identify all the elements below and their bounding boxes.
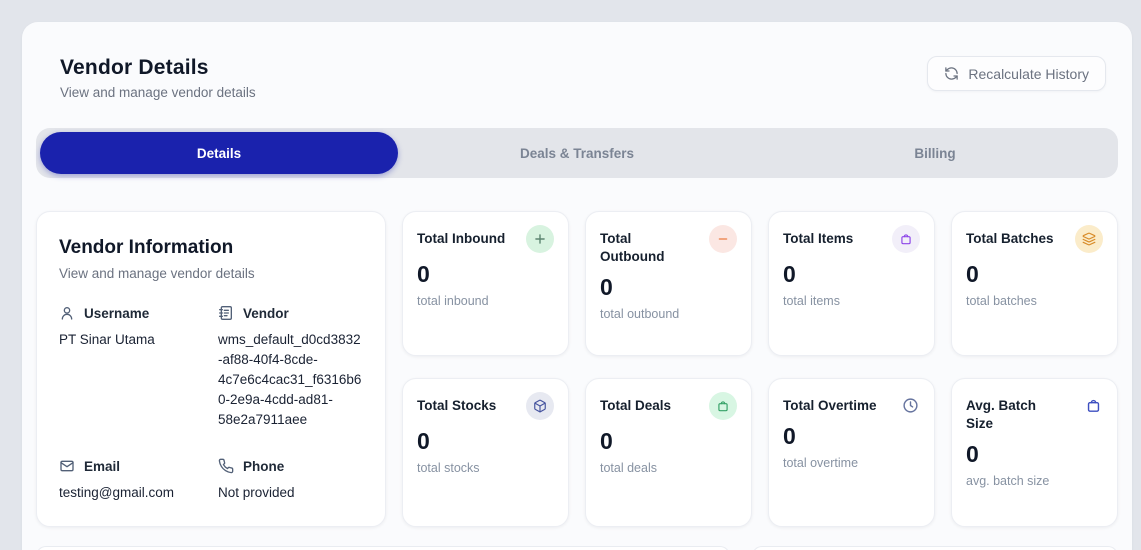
recalculate-history-button[interactable]: Recalculate History — [927, 56, 1106, 91]
username-value: PT Sinar Utama — [59, 332, 155, 347]
username-label: Username — [84, 305, 150, 321]
field-phone: Phone Not provided — [218, 458, 363, 503]
phone-label: Phone — [243, 458, 285, 474]
stat-title: Total Deals — [600, 398, 672, 413]
vendor-info-fields: Username PT Sinar Utama Vendor — [59, 305, 363, 503]
stat-subtitle: total deals — [600, 461, 657, 475]
minus-icon — [709, 225, 737, 253]
tab-details[interactable]: Details — [40, 132, 398, 174]
stat-card-total-outbound: Total Outbound 0 total outbound — [585, 211, 752, 356]
stat-card-total-items: Total Items 0 total items — [768, 211, 935, 356]
field-vendor: Vendor wms_default_d0cd3832-af88-40f4-8c… — [218, 305, 363, 430]
package-icon — [526, 392, 554, 420]
vendor-info-subtitle: View and manage vendor details — [59, 266, 255, 281]
page-title: Vendor Details — [60, 56, 209, 79]
vendor-value: wms_default_d0cd3832-af88-40f4-8cde-4c7e… — [218, 332, 362, 427]
stat-value: 0 — [966, 441, 979, 467]
stat-subtitle: avg. batch size — [966, 474, 1050, 488]
stat-subtitle: total overtime — [783, 456, 859, 470]
page-title-block: Vendor Details View and manage vendor de… — [60, 56, 256, 100]
notebook-icon — [218, 305, 234, 321]
stat-card-total-overtime: Total Overtime 0 total overtime — [768, 378, 935, 527]
stat-subtitle: total items — [783, 294, 840, 308]
bag-icon — [1083, 395, 1103, 415]
stat-value: 0 — [600, 274, 613, 300]
stat-subtitle: total batches — [966, 294, 1037, 308]
stat-card-total-inbound: Total Inbound 0 total inbound — [402, 211, 569, 356]
page-header: Vendor Details View and manage vendor de… — [22, 22, 1132, 100]
email-value: testing@gmail.com — [59, 485, 174, 500]
stat-card-total-batches: Total Batches 0 total batches — [951, 211, 1118, 356]
stat-title: Total Items — [783, 231, 854, 246]
tab-bar: Details Deals & Transfers Billing — [36, 128, 1118, 178]
stat-subtitle: total outbound — [600, 307, 680, 321]
plus-icon — [526, 225, 554, 253]
stat-title: Avg. Batch Size — [966, 398, 1037, 431]
email-label: Email — [84, 458, 121, 474]
stat-title: Total Inbound — [417, 231, 506, 246]
tab-deals-transfers[interactable]: Deals & Transfers — [519, 145, 635, 161]
tab-billing[interactable]: Billing — [914, 145, 956, 161]
bottom-card-right — [752, 546, 1118, 550]
bag-icon — [709, 392, 737, 420]
page-subtitle: View and manage vendor details — [60, 85, 256, 100]
stat-title: Total Outbound — [600, 231, 665, 264]
stat-card-total-deals: Total Deals 0 total deals — [585, 378, 752, 527]
main-panel: Vendor Details View and manage vendor de… — [22, 22, 1132, 550]
user-icon — [59, 305, 75, 321]
stat-title: Total Batches — [966, 231, 1054, 246]
phone-value: Not provided — [218, 485, 295, 500]
vendor-label: Vendor — [243, 305, 289, 321]
field-username: Username PT Sinar Utama — [59, 305, 204, 430]
bag-icon — [892, 225, 920, 253]
stat-value: 0 — [966, 261, 979, 287]
phone-icon — [218, 458, 234, 474]
vendor-information-card: Vendor Information View and manage vendo… — [36, 211, 386, 527]
stat-subtitle: total inbound — [417, 294, 489, 308]
stat-card-avg-batch-size: Avg. Batch Size 0 avg. batch size — [951, 378, 1118, 527]
recalculate-history-label: Recalculate History — [968, 65, 1089, 82]
vendor-info-title: Vendor Information — [59, 237, 234, 258]
bottom-card-left — [36, 546, 730, 550]
stat-title: Total Stocks — [417, 398, 497, 413]
clock-icon — [900, 395, 920, 415]
stat-subtitle: total stocks — [417, 461, 480, 475]
stat-title: Total Overtime — [783, 398, 877, 413]
mail-icon — [59, 458, 75, 474]
stat-value: 0 — [783, 261, 796, 287]
stat-card-total-stocks: Total Stocks 0 total stocks — [402, 378, 569, 527]
stat-value: 0 — [783, 423, 796, 449]
layers-icon — [1075, 225, 1103, 253]
stat-value: 0 — [600, 428, 613, 454]
refresh-icon — [944, 66, 959, 81]
field-email: Email testing@gmail.com — [59, 458, 204, 503]
content-grid: Vendor Information View and manage vendo… — [36, 211, 1118, 527]
stat-value: 0 — [417, 428, 430, 454]
stat-value: 0 — [417, 261, 430, 287]
